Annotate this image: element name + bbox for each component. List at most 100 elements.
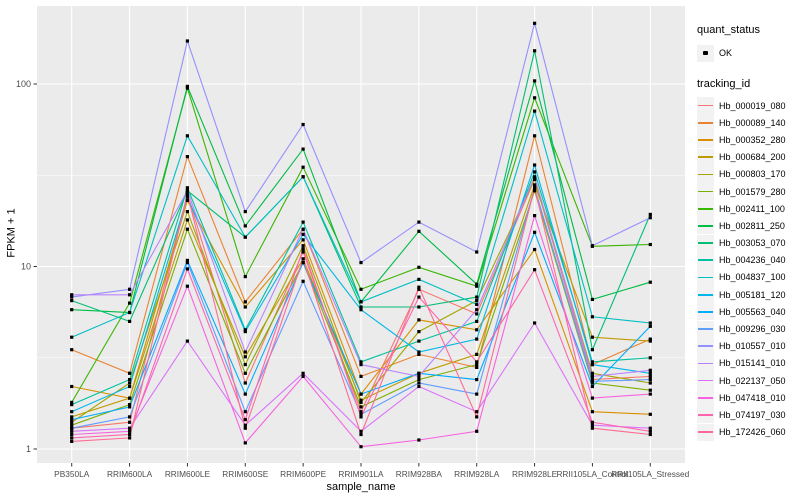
legend-item-Hb_001579_280: Hb_001579_280 xyxy=(697,183,799,201)
line-swatch-key xyxy=(697,268,714,286)
legend-label: Hb_004837_100 xyxy=(719,272,786,283)
data-point-Hb_002811_250 xyxy=(533,79,537,83)
line-swatch-icon xyxy=(698,311,713,313)
data-point-Hb_002811_250 xyxy=(648,280,652,284)
x-tick-label: RRIM600LE xyxy=(165,469,211,479)
data-point-Hb_004837_100 xyxy=(648,321,652,325)
line-swatch-key xyxy=(697,165,714,183)
data-point-Hb_005181_120 xyxy=(70,410,74,414)
data-point-Hb_005181_120 xyxy=(359,308,363,312)
legend-item-Hb_000803_170: Hb_000803_170 xyxy=(697,165,799,183)
data-point-Hb_000352_280 xyxy=(70,384,74,389)
data-point-Hb_004837_100 xyxy=(475,302,479,306)
line-swatch-icon xyxy=(698,293,713,296)
data-point-Hb_172426_060 xyxy=(417,285,421,289)
data-point-Hb_000019_080 xyxy=(648,374,652,378)
data-point-Hb_000019_080 xyxy=(359,410,363,414)
data-point-Hb_004837_100 xyxy=(243,235,247,239)
legend-label: Hb_074197_030 xyxy=(719,409,786,420)
data-point-Hb_074197_030 xyxy=(359,415,363,419)
line-swatch-icon xyxy=(698,362,713,365)
data-point-Hb_022137_050 xyxy=(417,384,421,389)
data-point-Hb_005563_040 xyxy=(70,418,74,422)
data-point-Hb_010557_010 xyxy=(243,210,247,214)
data-point-Hb_005181_120 xyxy=(301,232,305,236)
data-point-Hb_172426_060 xyxy=(128,436,132,440)
line-swatch-key xyxy=(697,97,714,115)
legend-label: Hb_002411_100 xyxy=(719,203,785,214)
line-swatch-key xyxy=(697,131,714,149)
x-tick-label: RRIM928BA xyxy=(396,469,443,479)
data-point-Hb_005563_040 xyxy=(648,324,652,328)
data-point-Hb_005563_040 xyxy=(533,230,537,234)
legend-item-Hb_004236_040: Hb_004236_040 xyxy=(697,251,799,269)
data-point-Hb_015141_010 xyxy=(475,308,479,312)
legend-label: Hb_172426_060 xyxy=(719,427,786,438)
data-point-Hb_000352_280 xyxy=(475,328,479,332)
data-point-Hb_000019_080 xyxy=(301,250,305,254)
data-point-Hb_172426_060 xyxy=(533,186,537,190)
line-swatch-icon xyxy=(698,345,713,348)
data-point-Hb_000019_080 xyxy=(128,420,132,424)
y-tick-label: 10 xyxy=(21,262,31,272)
legend-item-Hb_172426_060: Hb_172426_060 xyxy=(697,423,799,441)
data-point-Hb_004236_040 xyxy=(533,170,537,174)
data-point-Hb_001579_280 xyxy=(128,403,132,407)
data-point-Hb_004236_040 xyxy=(590,360,594,364)
data-point-Hb_001579_280 xyxy=(70,423,74,427)
data-point-Hb_000684_200 xyxy=(590,335,594,339)
data-point-Hb_015141_010 xyxy=(185,189,189,193)
line-swatch-icon xyxy=(698,276,713,279)
data-point-Hb_001579_280 xyxy=(417,378,421,382)
line-swatch-icon xyxy=(698,225,713,227)
data-point-Hb_000684_200 xyxy=(70,415,74,419)
data-point-Hb_010557_010 xyxy=(128,287,132,291)
line-swatch-icon xyxy=(698,121,713,124)
data-point-Hb_005181_120 xyxy=(590,363,594,367)
data-point-Hb_004236_040 xyxy=(475,319,479,323)
legend-item-Hb_074197_030: Hb_074197_030 xyxy=(697,406,799,424)
line-swatch-key xyxy=(697,354,714,372)
line-swatch-key xyxy=(697,372,714,390)
data-point-Hb_009296_030 xyxy=(648,378,652,382)
line-swatch-key xyxy=(697,148,714,166)
data-point-Hb_172426_060 xyxy=(243,426,247,430)
data-point-Hb_004837_100 xyxy=(128,310,132,315)
data-point-Hb_002811_250 xyxy=(243,224,247,228)
data-point-Hb_000089_140 xyxy=(70,348,74,352)
legend-label: Hb_000352_280 xyxy=(719,134,786,145)
data-point-Hb_004236_040 xyxy=(128,378,132,382)
line-swatch-key xyxy=(697,337,714,355)
data-point-Hb_004837_100 xyxy=(533,109,537,113)
legend-item-Hb_005181_120: Hb_005181_120 xyxy=(697,286,799,304)
data-point-Hb_000352_280 xyxy=(533,247,537,252)
data-point-Hb_010557_010 xyxy=(185,39,189,43)
data-point-Hb_001579_280 xyxy=(475,363,479,367)
data-point-Hb_009296_030 xyxy=(128,415,132,419)
data-point-Hb_047418_010 xyxy=(243,441,247,445)
data-point-Hb_004236_040 xyxy=(301,220,305,224)
line-swatch-key xyxy=(697,183,714,201)
line-swatch-icon xyxy=(698,431,713,434)
data-point-Hb_005181_120 xyxy=(475,337,479,341)
legend-label: Hb_047418_010 xyxy=(719,392,786,403)
x-tick-label: RRII105LA_Control xyxy=(556,469,628,479)
data-point-Hb_074197_030 xyxy=(475,360,479,364)
data-point-Hb_047418_010 xyxy=(590,396,594,400)
data-point-Hb_009296_030 xyxy=(301,279,305,283)
data-point-Hb_000089_140 xyxy=(475,365,479,369)
data-point-Hb_000803_170 xyxy=(359,400,363,404)
x-tick-label: PB350LA xyxy=(54,469,90,479)
data-point-Hb_000352_280 xyxy=(417,318,421,322)
data-point-Hb_003053_070 xyxy=(648,212,652,216)
data-point-Hb_005563_040 xyxy=(590,384,594,389)
data-point-Hb_001579_280 xyxy=(590,381,594,385)
data-point-Hb_004837_100 xyxy=(301,175,305,179)
line-swatch-key xyxy=(697,423,714,441)
line-swatch-icon xyxy=(698,414,713,416)
data-point-Hb_001579_280 xyxy=(533,189,537,193)
data-point-Hb_003053_070 xyxy=(475,295,479,299)
ok-point-key xyxy=(697,44,714,62)
data-point-Hb_022137_050 xyxy=(128,426,132,430)
data-point-Hb_000089_140 xyxy=(648,337,652,341)
